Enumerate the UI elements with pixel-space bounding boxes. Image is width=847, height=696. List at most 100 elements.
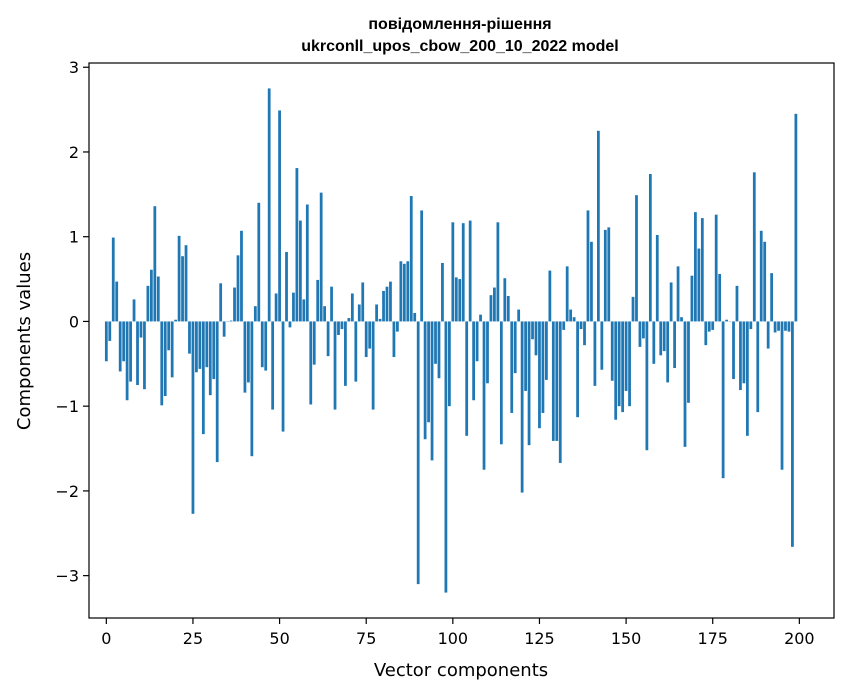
bar-9 <box>136 321 139 385</box>
bar-194 <box>777 321 780 331</box>
bar-51 <box>281 321 285 432</box>
bar-33 <box>219 283 223 322</box>
bar-138 <box>583 321 586 346</box>
bar-21 <box>177 235 181 322</box>
bar-25 <box>191 321 195 514</box>
bar-191 <box>766 321 770 349</box>
bar-7 <box>129 321 132 382</box>
y-tick-label: −3 <box>55 567 79 586</box>
bar-39 <box>240 230 243 322</box>
bar-146 <box>610 321 614 381</box>
bar-157 <box>648 174 652 322</box>
bar-24 <box>188 321 191 354</box>
bar-177 <box>718 273 722 322</box>
plot-frame <box>88 62 835 619</box>
bar-32 <box>215 321 219 463</box>
bar-78 <box>375 304 378 322</box>
bar-47 <box>267 88 271 322</box>
bar-142 <box>596 130 600 322</box>
bar-2 <box>111 237 115 322</box>
bar-103 <box>461 223 465 322</box>
bar-11 <box>143 321 146 390</box>
bar-166 <box>680 317 683 322</box>
bar-57 <box>302 299 306 322</box>
bar-104 <box>465 321 469 436</box>
bar-195 <box>780 321 784 470</box>
bar-31 <box>212 321 216 380</box>
bar-10 <box>139 321 143 338</box>
bar-187 <box>752 172 756 322</box>
bar-100 <box>451 222 455 322</box>
bar-125 <box>538 321 541 429</box>
bar-117 <box>510 321 514 413</box>
bar-4 <box>118 321 122 372</box>
bar-17 <box>163 321 167 396</box>
bar-94 <box>430 321 434 461</box>
bar-49 <box>274 293 278 322</box>
bar-91 <box>420 210 424 322</box>
bar-40 <box>243 321 247 393</box>
bar-116 <box>506 296 510 322</box>
y-axis-ticks: −3 −2 −1 0 1 2 3 <box>55 58 89 586</box>
bar-152 <box>631 296 635 322</box>
bar-6 <box>125 321 129 401</box>
bar-56 <box>298 220 302 322</box>
bar-44 <box>257 202 261 322</box>
x-tick-label: 200 <box>784 629 815 648</box>
bar-53 <box>288 321 292 328</box>
bar-61 <box>316 279 320 322</box>
bar-113 <box>496 222 500 322</box>
bar-102 <box>458 279 462 322</box>
bar-154 <box>638 321 642 347</box>
bar-38 <box>236 255 240 322</box>
bar-123 <box>531 321 534 340</box>
bar-20 <box>174 319 178 322</box>
bar-147 <box>614 321 618 420</box>
bar-192 <box>770 273 774 322</box>
bar-59 <box>309 321 313 405</box>
bar-164 <box>673 321 676 369</box>
bar-65 <box>330 286 333 322</box>
bar-178 <box>721 321 725 479</box>
bar-97 <box>441 262 444 322</box>
bar-23 <box>184 245 188 322</box>
bar-144 <box>603 229 607 322</box>
bar-64 <box>326 321 330 357</box>
bar-199 <box>794 113 798 322</box>
bar-198 <box>791 321 794 547</box>
bar-120 <box>520 321 524 493</box>
bar-110 <box>486 321 489 384</box>
bar-181 <box>732 321 735 380</box>
bar-105 <box>468 220 472 322</box>
bar-184 <box>742 321 746 384</box>
bar-45 <box>260 321 264 368</box>
bar-42 <box>250 321 254 457</box>
bar-127 <box>545 321 548 380</box>
bar-158 <box>652 321 656 364</box>
bar-170 <box>694 212 697 322</box>
bar-165 <box>676 266 680 322</box>
bar-121 <box>524 321 527 391</box>
bar-155 <box>642 321 645 339</box>
bar-156 <box>645 321 649 451</box>
bar-36 <box>229 320 233 322</box>
bar-176 <box>714 214 718 322</box>
bar-173 <box>704 321 708 346</box>
bar-30 <box>208 321 212 396</box>
x-axis-ticks: 0 25 50 75 100 125 150 175 200 <box>101 618 815 648</box>
bar-29 <box>205 321 209 368</box>
bar-72 <box>354 321 358 382</box>
bar-172 <box>700 218 704 322</box>
bar-185 <box>745 321 749 436</box>
bars-group <box>104 88 798 593</box>
bar-77 <box>371 321 375 410</box>
bar-182 <box>735 285 739 322</box>
bar-174 <box>707 321 711 332</box>
x-tick-label: 150 <box>611 629 642 648</box>
bar-92 <box>423 321 427 440</box>
bar-83 <box>392 321 396 358</box>
bar-161 <box>662 321 666 352</box>
bar-3 <box>115 281 119 322</box>
bar-81 <box>385 286 389 322</box>
y-axis-label: Components values <box>14 252 35 430</box>
